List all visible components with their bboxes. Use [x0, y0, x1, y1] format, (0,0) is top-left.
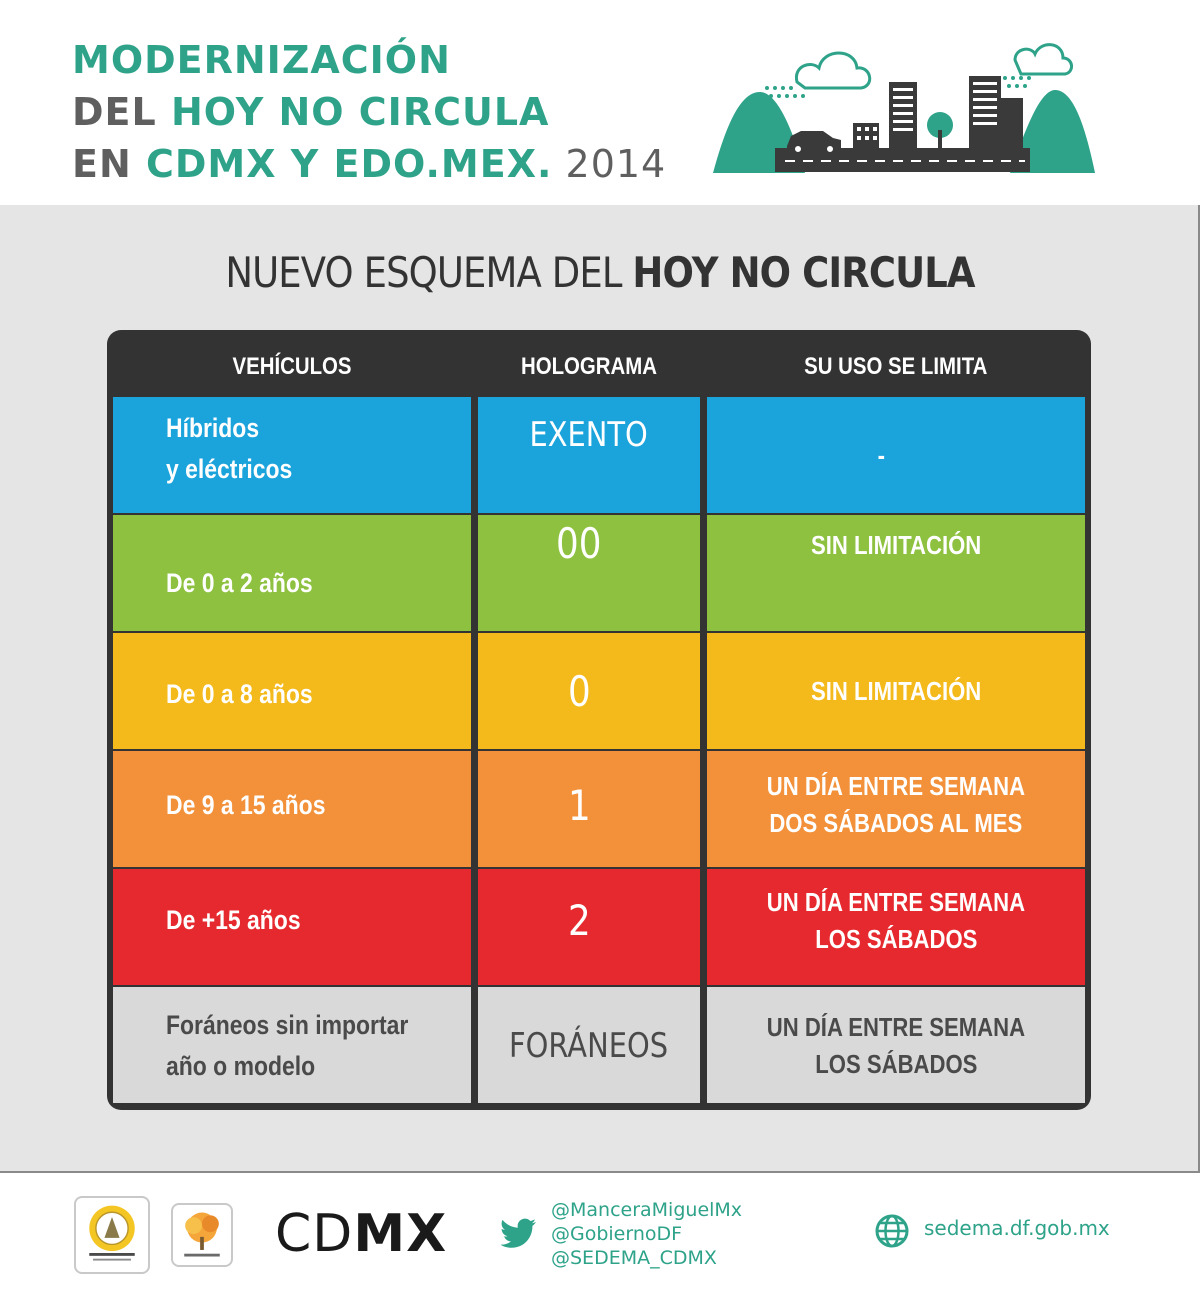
table-row-1-limit: -	[707, 397, 1085, 513]
table-row-5-limit: UN DÍA ENTRE SEMANA LOS SÁBADOS	[707, 869, 1085, 985]
title-line-3-highlight: CDMX Y EDO.MEX.	[146, 142, 553, 186]
handle-mancera[interactable]: @ManceraMiguelMx	[551, 1199, 743, 1221]
table-row-3-vehicle: De 0 a 8 años	[113, 633, 471, 749]
section-title-regular: NUEVO ESQUEMA DEL	[225, 248, 633, 297]
social-handles: @ManceraMiguelMx @GobiernoDF @SEDEMA_CDM…	[551, 1198, 742, 1270]
table-row-4-vehicle: De 9 a 15 años	[113, 751, 471, 867]
website-link[interactable]: sedema.df.gob.mx	[924, 1216, 1110, 1240]
section-title: NUEVO ESQUEMA DEL HOY NO CIRCULA	[72, 248, 1128, 297]
title-year: 2014	[552, 142, 667, 186]
title-line-2-highlight: HOY NO CIRCULA	[170, 90, 550, 134]
table-row-6-vehicle: Foráneos sin importar año o modelo	[113, 987, 471, 1103]
title-line-2: DEL HOY NO CIRCULA	[72, 86, 666, 138]
column-header-holograma: HOLOGRAMA	[520, 353, 657, 380]
table-row-3-limit: SIN LIMITACIÓN	[707, 633, 1085, 749]
title-line-1: MODERNIZACIÓN	[72, 38, 451, 82]
table-row-1-vehicle: Híbridos y eléctricos	[113, 397, 471, 513]
page-title: MODERNIZACIÓN DEL HOY NO CIRCULA EN CDMX…	[72, 34, 666, 190]
table-row-4-hologram: 1	[478, 751, 700, 867]
table-row-2-vehicle: De 0 a 2 años	[113, 515, 471, 631]
twitter-icon	[501, 1218, 536, 1248]
handle-gobiernodf[interactable]: @GobiernoDF	[551, 1223, 683, 1245]
table-row-6-limit: UN DÍA ENTRE SEMANA LOS SÁBADOS	[707, 987, 1085, 1103]
table-row-5-hologram: 2	[478, 869, 700, 985]
cdmx-brand: CDMX	[275, 1204, 447, 1264]
table-row-2-limit: SIN LIMITACIÓN	[707, 515, 1085, 631]
table-row-3-hologram: 0	[478, 633, 700, 749]
table-row-2-hologram: 00	[478, 515, 700, 631]
title-line-2-prefix: DEL	[72, 90, 171, 134]
handle-sedema[interactable]: @SEDEMA_CDMX	[551, 1247, 717, 1269]
column-header-uso: SU USO SE LIMITA	[804, 353, 988, 380]
cdmx-brand-bold: MX	[353, 1204, 448, 1264]
sedema-tree-logo	[171, 1203, 233, 1267]
city-with-car-clouds-icon	[713, 43, 1095, 173]
column-header-vehiculos: VEHÍCULOS	[232, 353, 352, 380]
table-row-6-hologram: FORÁNEOS	[478, 987, 700, 1103]
globe-icon	[875, 1214, 909, 1248]
table-row-1-hologram: EXENTO	[478, 397, 700, 513]
title-line-3-prefix: EN	[72, 142, 146, 186]
title-line-3: EN CDMX Y EDO.MEX. 2014	[72, 138, 666, 190]
cdmx-brand-light: CD	[275, 1204, 354, 1264]
table-row-5-vehicle: De +15 años	[113, 869, 471, 985]
ciudad-de-mexico-seal-logo	[74, 1196, 150, 1274]
section-title-bold: HOY NO CIRCULA	[632, 248, 975, 297]
table-row-4-limit: UN DÍA ENTRE SEMANA DOS SÁBADOS AL MES	[707, 751, 1085, 867]
